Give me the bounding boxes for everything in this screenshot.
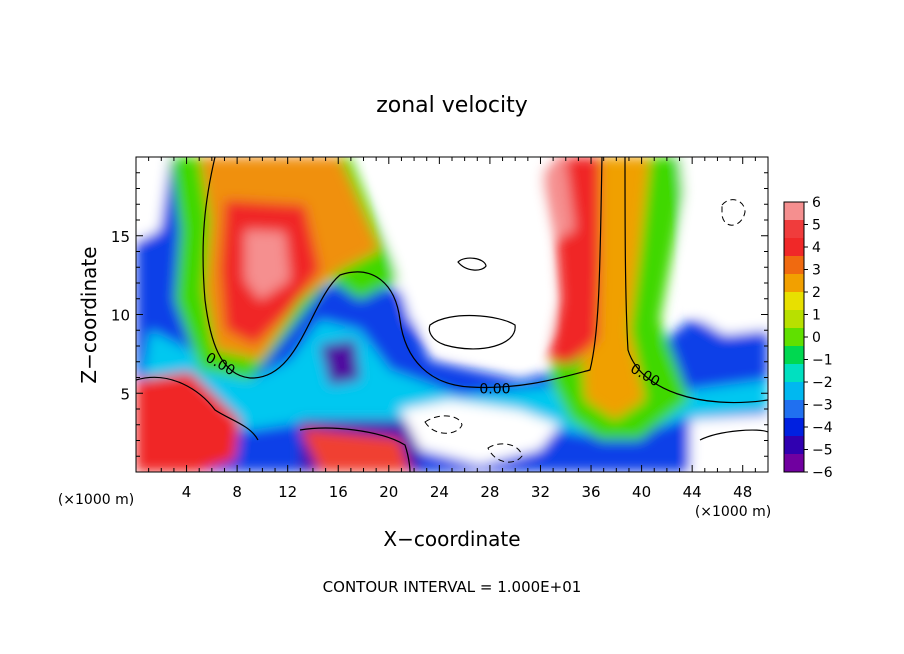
colorbar-tick-label: 5 <box>812 218 821 234</box>
negative-contour-right <box>721 199 746 226</box>
field-region-white-lower <box>400 400 560 465</box>
colorbar-swatch <box>784 310 804 329</box>
colorbar-swatch <box>784 454 804 473</box>
zero-contour-bottom-mid <box>299 427 411 472</box>
colorbar-ticks: 6 5 4 3 2 1 0 −1 −2 −3 −4 −5 −6 <box>804 195 833 481</box>
colorbar-swatch <box>784 436 804 455</box>
colorbar-swatch <box>784 202 804 221</box>
negative-contour-lower <box>424 415 463 434</box>
colorbar-swatch <box>784 274 804 293</box>
colorbar-tick-label: 4 <box>812 240 821 256</box>
colorbar-tick-label: −1 <box>812 353 833 369</box>
colorbar-tick-label: 3 <box>812 263 821 279</box>
field-region-pink-core <box>245 230 290 300</box>
contour-interval-footer: CONTOUR INTERVAL = 1.000E+01 <box>323 578 582 596</box>
colorbar-tick-label: −2 <box>812 375 833 391</box>
colorbar-tick-label: 6 <box>812 195 821 211</box>
x-tick-label: 40 <box>632 483 651 501</box>
velocity-field: 0.000.00 0.00 <box>136 157 768 472</box>
x-tick-label: 20 <box>379 483 398 501</box>
field-region-red-bottom-left <box>136 372 240 472</box>
y-axis-ticks: 5 10 15 <box>111 172 768 457</box>
colorbar-tick-label: 0 <box>812 330 821 346</box>
z-tick-label: 10 <box>111 307 130 325</box>
field-region-white-right <box>680 157 768 335</box>
colorbar-swatch <box>784 220 804 239</box>
x-tick-label: 8 <box>232 483 242 501</box>
x-tick-label: 24 <box>430 483 449 501</box>
field-region-purple-hole <box>320 340 360 385</box>
x-tick-label: 32 <box>531 483 550 501</box>
colorbar-tick-label: 2 <box>812 285 821 301</box>
colorbar-swatch <box>784 292 804 311</box>
colorbar-swatch <box>784 328 804 347</box>
zero-contour-right-low <box>699 429 768 441</box>
colorbar-swatch <box>784 418 804 437</box>
z-axis-label: Z−coordinate <box>77 246 101 383</box>
field-region-white-left <box>136 157 170 240</box>
zero-contour-center-loop <box>428 315 516 350</box>
x-tick-label: 12 <box>278 483 297 501</box>
negative-contours <box>424 199 746 463</box>
x-unit-label: (×1000 m) <box>695 504 771 520</box>
x-tick-label: 28 <box>480 483 499 501</box>
colorbar-swatch <box>784 346 804 365</box>
negative-contour-lower-right <box>487 443 523 463</box>
field-region-pink-top <box>540 157 575 240</box>
x-axis-label: X−coordinate <box>383 527 520 551</box>
z-tick-label: 5 <box>120 385 130 403</box>
field-region-red-bottom-mid <box>300 428 410 472</box>
zero-contour-left <box>202 157 603 389</box>
colorbar-swatch <box>784 382 804 401</box>
field-region-white-center <box>380 157 550 355</box>
field-region-white-right-low <box>690 415 768 472</box>
colorbar-tick-label: −4 <box>812 420 833 436</box>
colorbar <box>784 202 804 473</box>
z-tick-label: 15 <box>111 228 130 246</box>
zero-contour-bottom-left <box>136 376 259 441</box>
colorbar-swatch <box>784 238 804 257</box>
colorbar-swatch <box>784 256 804 275</box>
x-tick-label: 36 <box>581 483 600 501</box>
x-tick-label: 4 <box>182 483 192 501</box>
contour-value-label: 0.00 <box>479 381 510 397</box>
x-tick-label: 16 <box>329 483 348 501</box>
x-tick-label: 48 <box>733 483 752 501</box>
colorbar-tick-label: 1 <box>812 308 821 324</box>
colorbar-tick-label: −5 <box>812 443 833 459</box>
z-unit-label: (×1000 m) <box>58 492 134 508</box>
zero-contours <box>136 157 768 472</box>
colorbar-swatch <box>784 400 804 419</box>
chart-title: zonal velocity <box>376 93 528 118</box>
zero-contour-right <box>624 157 768 404</box>
colorbar-swatch <box>784 364 804 383</box>
x-tick-label: 44 <box>683 483 702 501</box>
colorbar-tick-label: −3 <box>812 398 833 414</box>
colorbar-tick-label: −6 <box>812 465 833 481</box>
x-axis-ticks: 4 8 12 16 20 24 28 32 36 40 44 48 <box>148 157 756 501</box>
zero-contour-small-loop <box>457 257 487 271</box>
